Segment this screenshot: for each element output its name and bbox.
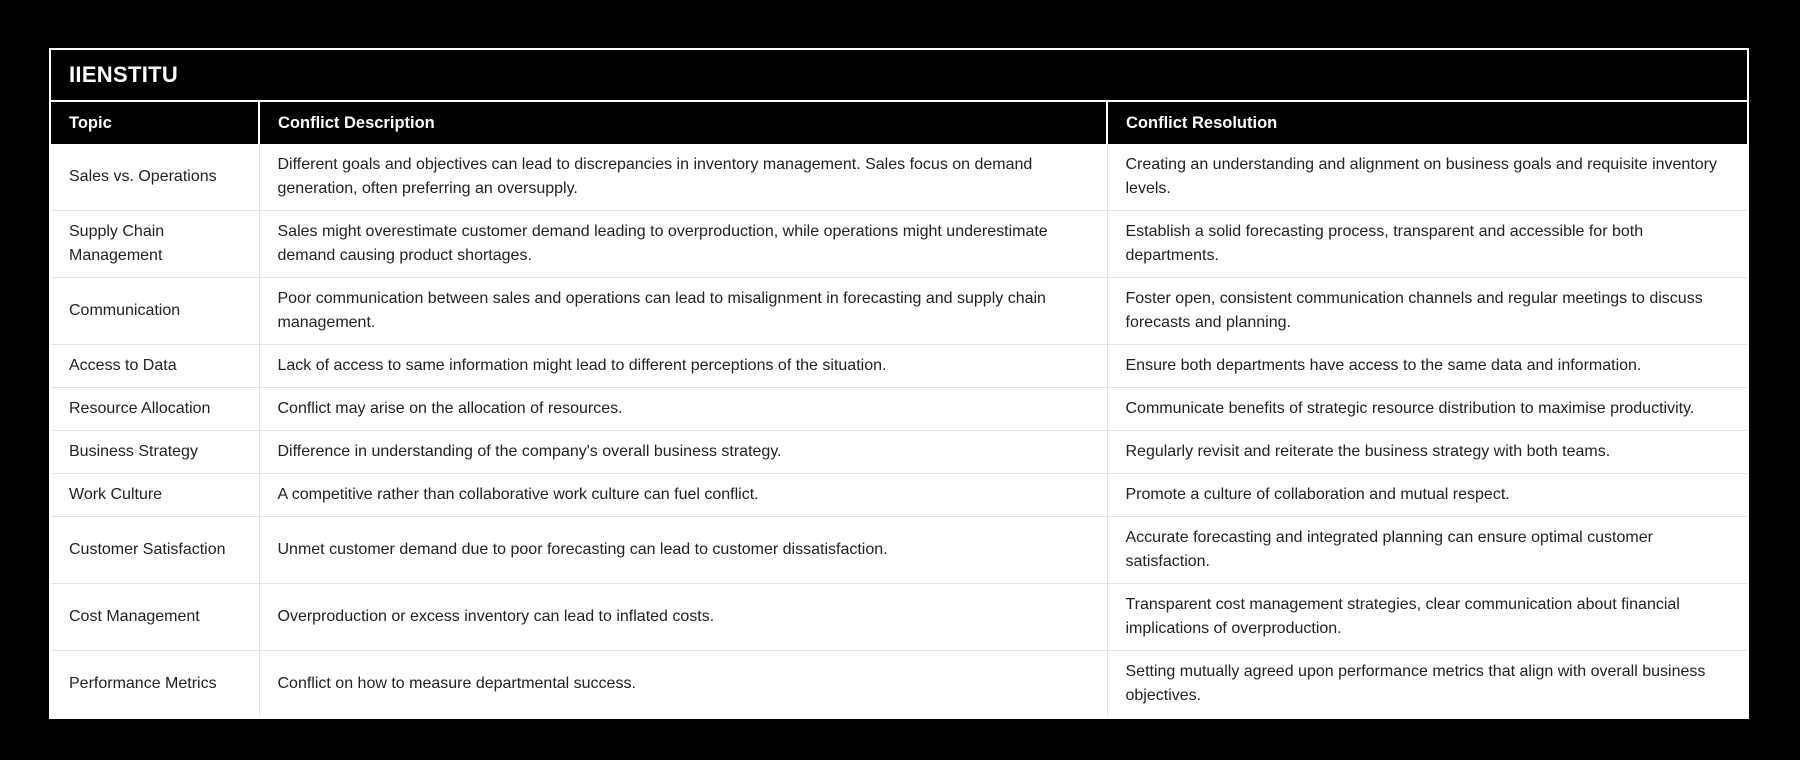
table-body: Sales vs. Operations Different goals and… [51,144,1747,717]
page-title: IIENSTITU [69,62,179,87]
topic-cell: Sales vs. Operations [51,144,259,211]
table-row: Communication Poor communication between… [51,277,1747,345]
topic-cell: Business Strategy [51,430,259,474]
column-header-conflict-description: Conflict Description [258,102,1107,144]
table-row: Work Culture A competitive rather than c… [51,473,1747,517]
description-cell: Conflict may arise on the allocation of … [258,387,1107,431]
resolution-cell: Accurate forecasting and integrated plan… [1106,516,1747,584]
table-row: Cost Management Overproduction or excess… [51,583,1747,651]
table-row: Supply Chain Management Sales might over… [51,210,1747,278]
table-row: Sales vs. Operations Different goals and… [51,144,1747,211]
table-row: Customer Satisfaction Unmet customer dem… [51,516,1747,584]
description-cell: Unmet customer demand due to poor foreca… [258,516,1107,584]
description-cell: Different goals and objectives can lead … [258,144,1107,211]
conflict-table: Topic Conflict Description Conflict Reso… [51,102,1747,717]
topic-cell: Supply Chain Management [51,210,259,278]
resolution-cell: Setting mutually agreed upon performance… [1106,650,1747,717]
topic-cell: Customer Satisfaction [51,516,259,584]
title-bar: IIENSTITU [51,50,1747,102]
resolution-cell: Creating an understanding and alignment … [1106,144,1747,211]
resolution-cell: Establish a solid forecasting process, t… [1106,210,1747,278]
resolution-cell: Regularly revisit and reiterate the busi… [1106,430,1747,474]
description-cell: Conflict on how to measure departmental … [258,650,1107,717]
content-card: IIENSTITU Topic Conflict Description Con… [49,48,1749,719]
topic-cell: Access to Data [51,344,259,388]
table-row: Resource Allocation Conflict may arise o… [51,387,1747,431]
resolution-cell: Promote a culture of collaboration and m… [1106,473,1747,517]
column-header-topic: Topic [51,102,259,144]
topic-cell: Cost Management [51,583,259,651]
table-header-row: Topic Conflict Description Conflict Reso… [51,102,1747,144]
resolution-cell: Communicate benefits of strategic resour… [1106,387,1747,431]
topic-cell: Communication [51,277,259,345]
description-cell: Poor communication between sales and ope… [258,277,1107,345]
table-row: Business Strategy Difference in understa… [51,430,1747,474]
resolution-cell: Transparent cost management strategies, … [1106,583,1747,651]
column-header-conflict-resolution: Conflict Resolution [1106,102,1747,144]
topic-cell: Resource Allocation [51,387,259,431]
resolution-cell: Ensure both departments have access to t… [1106,344,1747,388]
table-row: Performance Metrics Conflict on how to m… [51,650,1747,717]
description-cell: Sales might overestimate customer demand… [258,210,1107,278]
description-cell: Overproduction or excess inventory can l… [258,583,1107,651]
topic-cell: Work Culture [51,473,259,517]
description-cell: A competitive rather than collaborative … [258,473,1107,517]
description-cell: Difference in understanding of the compa… [258,430,1107,474]
resolution-cell: Foster open, consistent communication ch… [1106,277,1747,345]
table-row: Access to Data Lack of access to same in… [51,344,1747,388]
topic-cell: Performance Metrics [51,650,259,717]
description-cell: Lack of access to same information might… [258,344,1107,388]
